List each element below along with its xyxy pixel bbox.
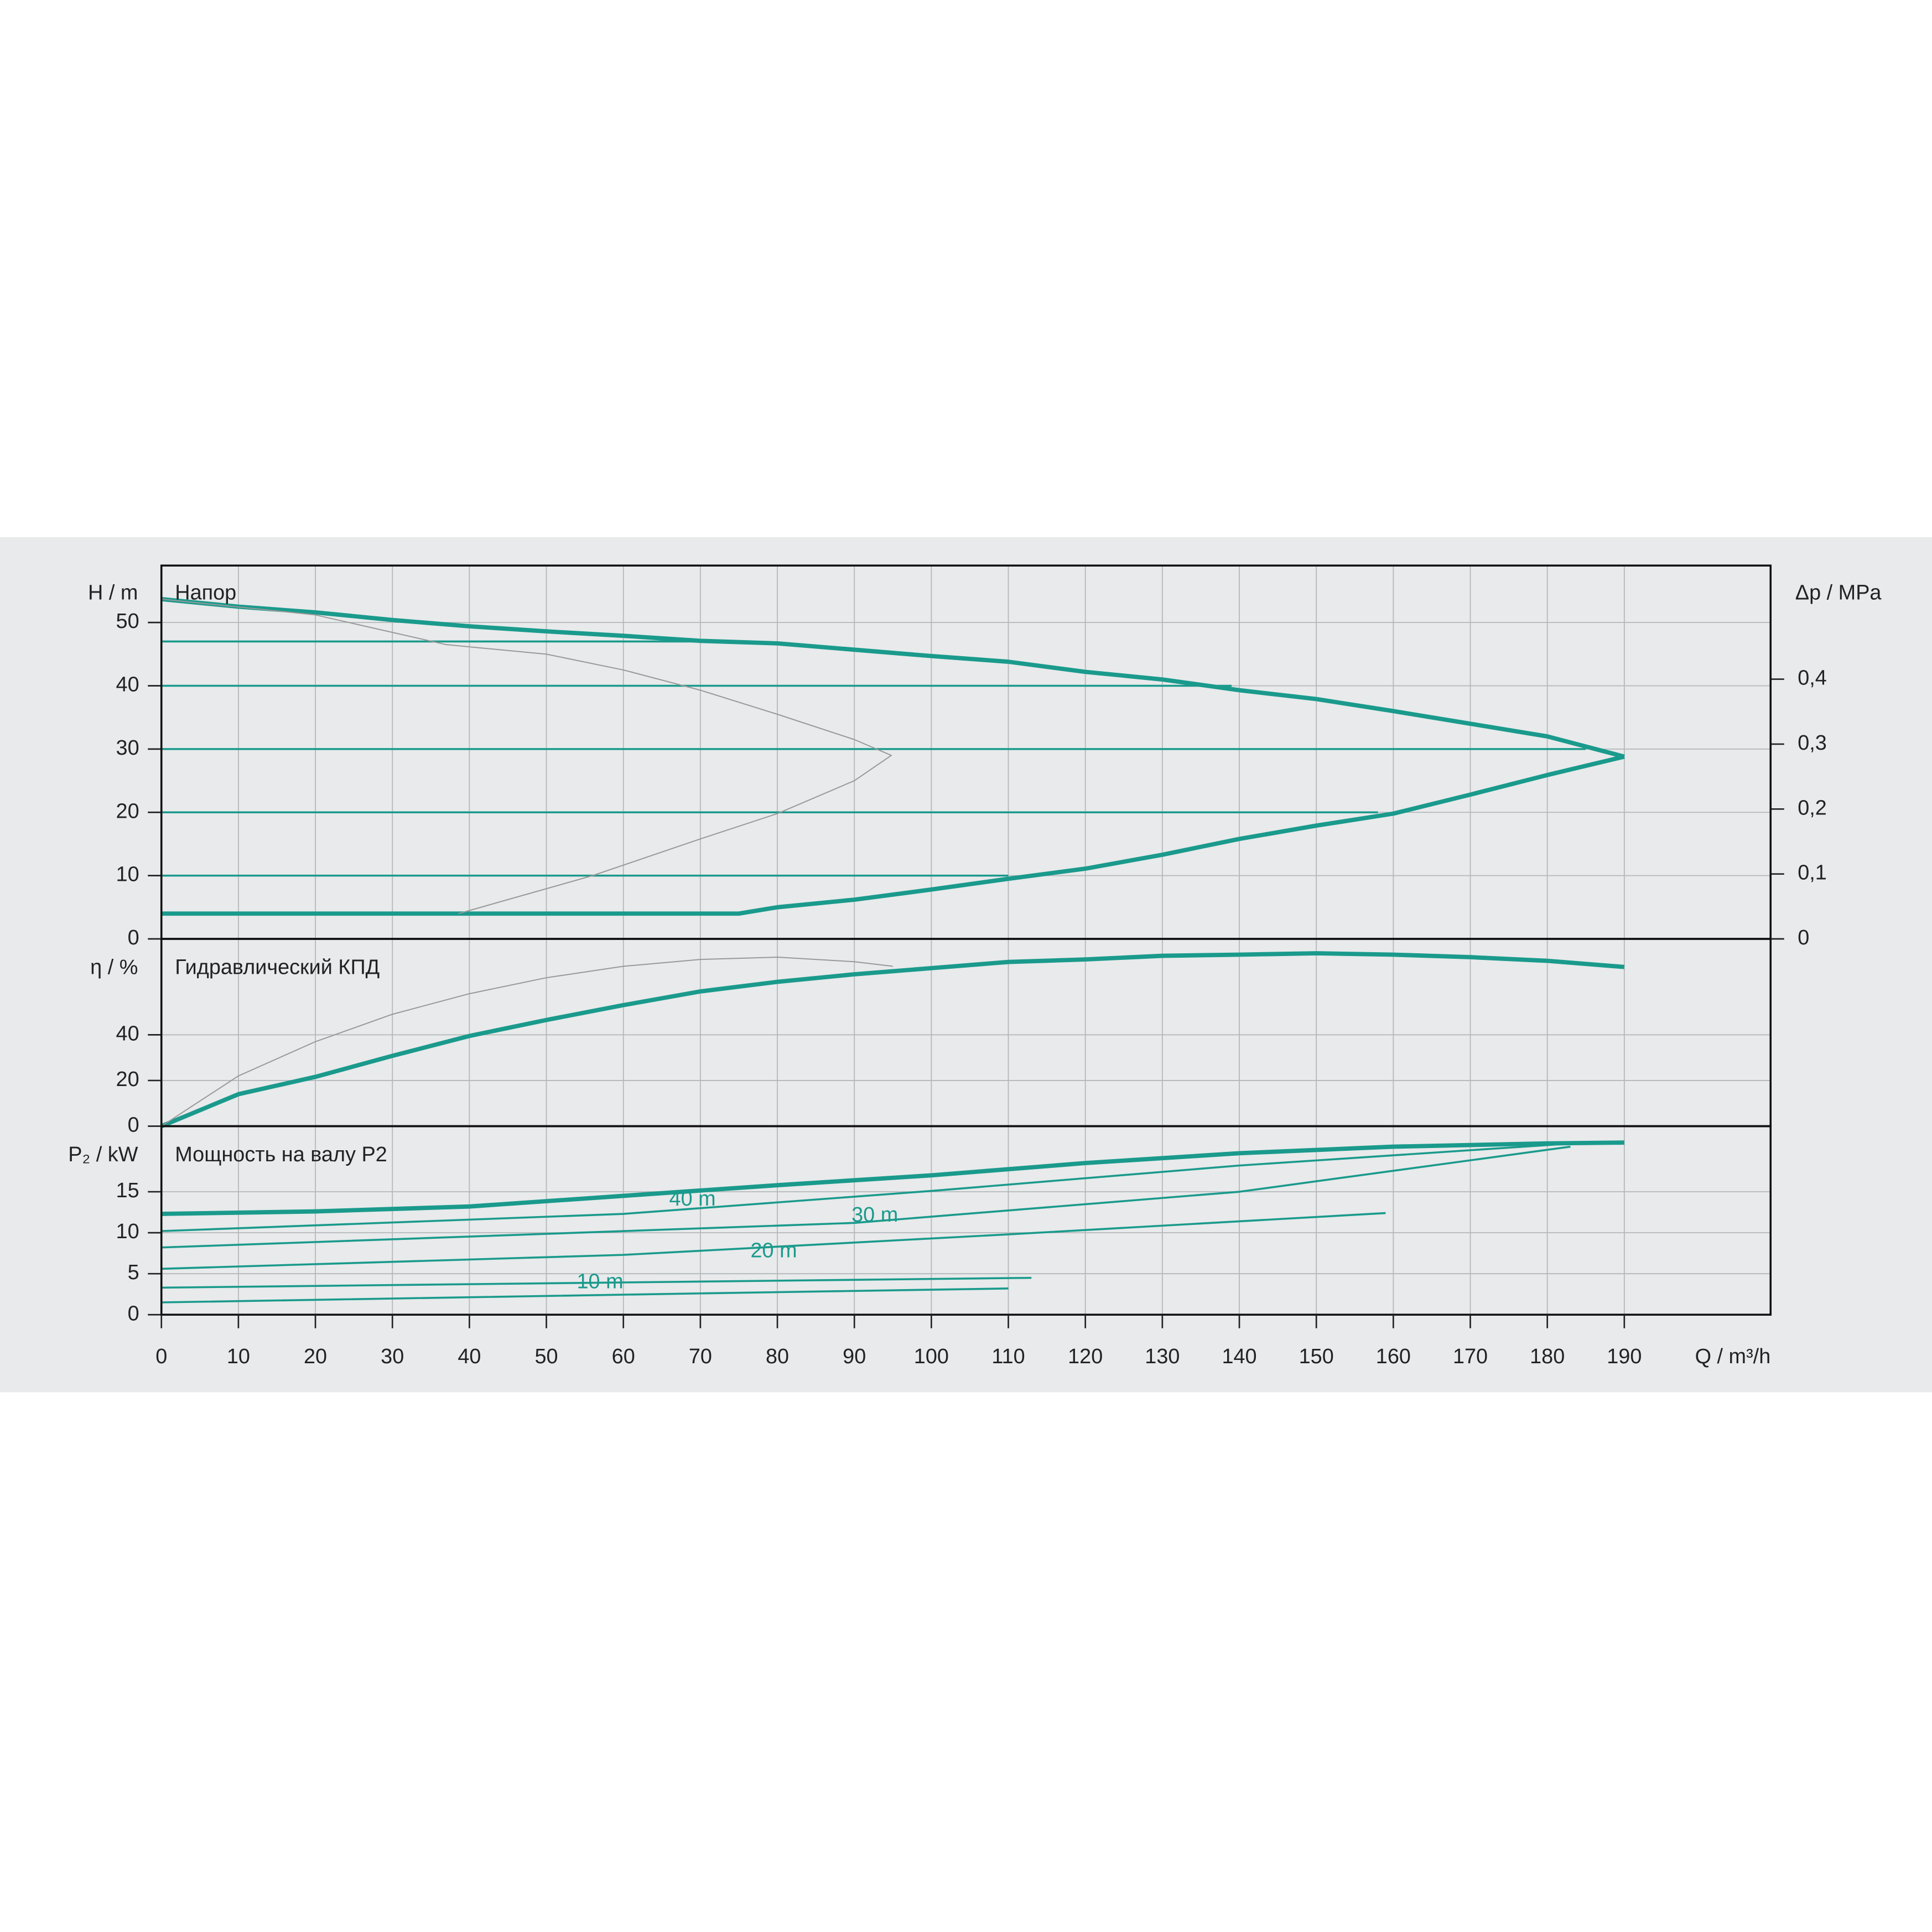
curve (161, 598, 892, 915)
curve-label: 40 m (669, 1187, 716, 1211)
grid-layer (161, 565, 1771, 1315)
x-tick-label: 80 (766, 1345, 789, 1368)
x-tick-label: 20 (304, 1345, 327, 1368)
x-tick-label: 170 (1453, 1345, 1488, 1368)
y-tick-label: 10 (116, 1220, 139, 1243)
y2-tick-label: 0,1 (1798, 861, 1827, 885)
y-axis-label: P₂ / kW (68, 1143, 138, 1166)
x-tick-label: 180 (1530, 1345, 1565, 1368)
x-tick-label: 90 (843, 1345, 866, 1368)
plot-area (161, 939, 1771, 1126)
curve (161, 1145, 1571, 1249)
x-tick-label: 30 (381, 1345, 404, 1368)
curve (161, 596, 1625, 759)
x-tick-label: 60 (612, 1345, 635, 1368)
plot-area (161, 1126, 1771, 1315)
x-tick-label: 0 (155, 1345, 167, 1368)
y2-tick-label: 0,4 (1798, 667, 1827, 690)
x-axis-label: Q / m³/h (1695, 1345, 1771, 1368)
curve (161, 754, 1625, 916)
y-tick-label: 0 (128, 1302, 139, 1325)
curve (161, 1140, 1624, 1216)
y-tick-label: 40 (116, 1022, 139, 1045)
y-axis-label: H / m (88, 581, 138, 604)
x-tick-label: 160 (1376, 1345, 1411, 1368)
x-tick-label: 130 (1145, 1345, 1180, 1368)
curve (161, 957, 893, 1127)
x-tick-label: 40 (458, 1345, 481, 1368)
y-axis-label: η / % (90, 955, 138, 979)
y-tick-label: 20 (116, 799, 139, 823)
curve (160, 951, 1625, 1129)
curve (161, 1287, 1009, 1303)
y2-tick-label: 0 (1798, 926, 1809, 949)
curve (161, 1141, 1586, 1232)
y-tick-label: 5 (128, 1261, 139, 1284)
y2-tick-label: 0,3 (1798, 731, 1827, 755)
y-tick-label: 20 (116, 1068, 139, 1091)
x-tick-label: 190 (1607, 1345, 1642, 1368)
y-tick-label: 10 (116, 863, 139, 886)
curve (161, 1276, 1032, 1289)
x-tick-label: 50 (535, 1345, 558, 1368)
plot-area (161, 565, 1771, 939)
x-tick-label: 120 (1068, 1345, 1103, 1368)
lines-layer (160, 596, 1625, 1303)
y2-axis-label: Δp / MPa (1795, 581, 1882, 604)
y-tick-label: 15 (116, 1179, 139, 1202)
y-tick-label: 0 (128, 1114, 139, 1137)
x-tick-label: 110 (991, 1345, 1025, 1368)
curve-label: 30 m (851, 1203, 898, 1227)
panel-title: Мощность на валу P2 (175, 1143, 387, 1166)
x-tick-label: 100 (914, 1345, 949, 1368)
x-tick-label: 140 (1222, 1345, 1256, 1368)
curve (161, 1212, 1386, 1270)
y-tick-label: 30 (116, 736, 139, 760)
curve-label: 20 m (751, 1239, 797, 1263)
x-tick-label: 150 (1299, 1345, 1334, 1368)
panel-frame (160, 1125, 1772, 1316)
y2-tick-label: 0,2 (1798, 796, 1827, 819)
y-tick-label: 0 (128, 926, 139, 949)
x-tick-label: 70 (689, 1345, 712, 1368)
x-tick-label: 10 (227, 1345, 250, 1368)
panel-title: Напор (175, 581, 236, 604)
y-tick-label: 50 (116, 610, 139, 633)
curve-label: 10 m (577, 1270, 623, 1293)
panel-title: Гидравлический КПД (175, 955, 380, 979)
y-tick-label: 40 (116, 673, 139, 697)
